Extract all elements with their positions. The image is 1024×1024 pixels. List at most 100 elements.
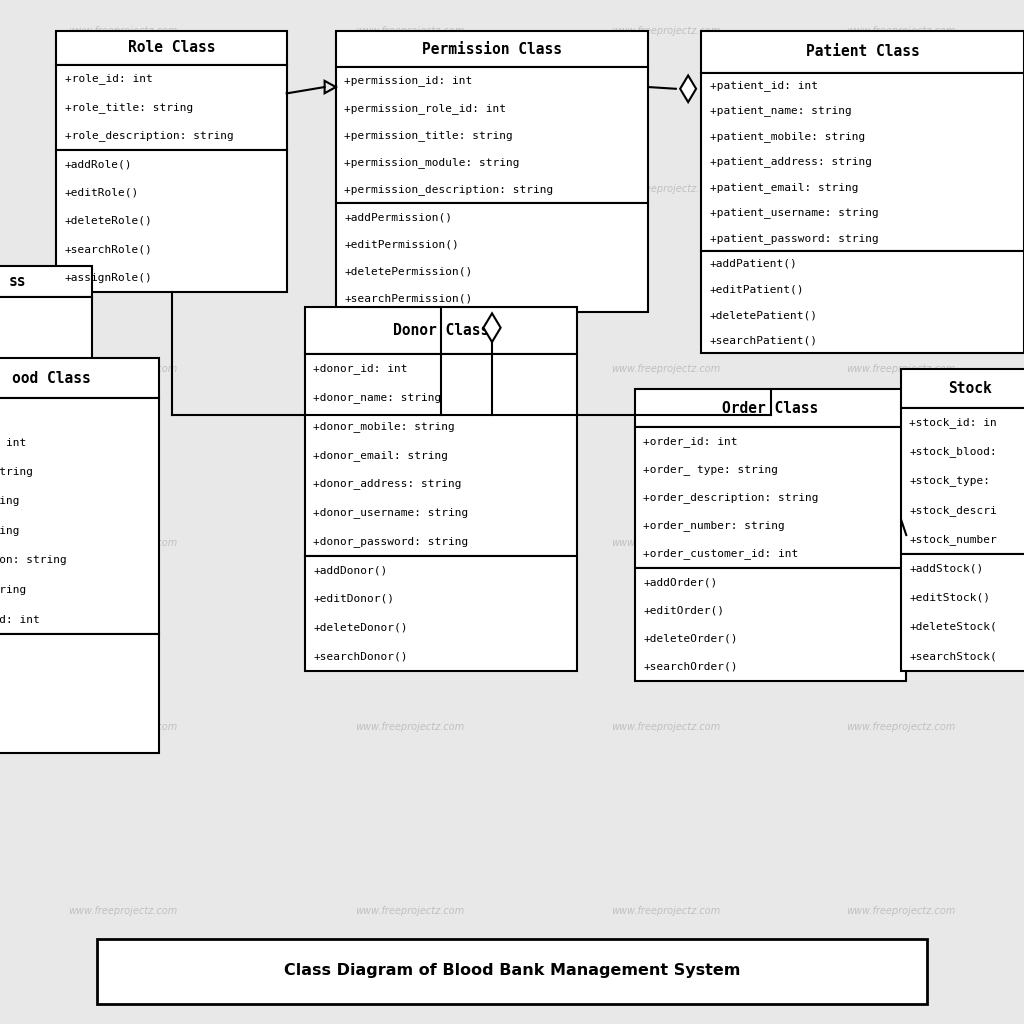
Text: +stock_id: in: +stock_id: in [909,417,997,428]
Text: +patient_email: string: +patient_email: string [710,182,858,193]
Text: +addDonor(): +addDonor() [313,565,388,575]
Text: www.freeprojectz.com: www.freeprojectz.com [69,906,177,916]
Text: Stock: Stock [948,381,992,395]
Bar [56,65,287,150]
Text: +permission_id: int: +permission_id: int [344,76,472,86]
Text: +donor_password: string: +donor_password: string [313,536,469,547]
Bar [0,634,159,753]
Text: ood Class: ood Class [12,371,90,386]
Text: www.freeprojectz.com: www.freeprojectz.com [69,26,177,36]
Text: +order_number: string: +order_number: string [643,520,784,531]
Bar [0,358,159,397]
Bar [635,427,906,568]
Text: lls: string: lls: string [0,585,27,595]
Text: www.freeprojectz.com: www.freeprojectz.com [355,364,464,374]
Bar [305,307,577,354]
Text: +stock_type:: +stock_type: [909,475,990,486]
Text: +searchStock(: +searchStock( [909,651,997,662]
Text: Donor Class: Donor Class [393,324,488,338]
Text: +addPatient(): +addPatient() [710,259,798,269]
Text: www.freeprojectz.com: www.freeprojectz.com [611,538,720,548]
Bar [901,554,1024,671]
Text: www.freeprojectz.com: www.freeprojectz.com [611,364,720,374]
Bar [701,73,1024,251]
Bar [635,389,906,427]
Text: +deleteDonor(): +deleteDonor() [313,623,408,633]
Bar [305,556,577,671]
Text: Role Class: Role Class [128,40,215,55]
Polygon shape [680,76,696,102]
Text: Patient Class: Patient Class [806,44,920,59]
Text: www.freeprojectz.com: www.freeprojectz.com [847,364,955,374]
Text: +searchPatient(): +searchPatient() [710,336,817,345]
Text: +deletePermission(): +deletePermission() [344,266,472,276]
Text: +deletePatient(): +deletePatient() [710,310,817,321]
Text: roup: string: roup: string [0,467,33,477]
Text: www.freeprojectz.com: www.freeprojectz.com [847,538,955,548]
Text: +stock_descri: +stock_descri [909,505,997,515]
Text: pe: string: pe: string [0,497,19,506]
Text: +editDonor(): +editDonor() [313,594,394,604]
Text: +editPermission(): +editPermission() [344,240,459,249]
Text: +permission_module: string: +permission_module: string [344,157,519,168]
Bar [336,204,648,312]
Bar [901,408,1024,554]
Text: +patient_mobile: string: +patient_mobile: string [710,131,865,142]
Text: www.freeprojectz.com: www.freeprojectz.com [355,26,464,36]
Text: Class Diagram of Blood Bank Management System: Class Diagram of Blood Bank Management S… [284,964,740,978]
Text: +patient_address: string: +patient_address: string [710,157,871,167]
Bar [56,31,287,65]
Text: www.freeprojectz.com: www.freeprojectz.com [355,722,464,732]
Text: +donor_name: string: +donor_name: string [313,392,441,403]
Text: +deleteStock(: +deleteStock( [909,622,997,632]
Text: Permission Class: Permission Class [422,42,562,56]
Text: www.freeprojectz.com: www.freeprojectz.com [611,184,720,195]
Text: +donor_mobile: string: +donor_mobile: string [313,421,455,432]
Text: www.freeprojectz.com: www.freeprojectz.com [69,184,177,195]
Text: www.freeprojectz.com: www.freeprojectz.com [69,722,177,732]
Text: +patient_name: string: +patient_name: string [710,105,851,117]
Text: +permission_title: string: +permission_title: string [344,130,513,141]
Text: tient_id: int: tient_id: int [0,614,40,625]
Text: +order_customer_id: int: +order_customer_id: int [643,549,799,559]
Text: +searchPermission(): +searchPermission() [344,294,472,304]
Text: +stock_number: +stock_number [909,534,997,545]
Text: www.freeprojectz.com: www.freeprojectz.com [611,906,720,916]
Text: www.freeprojectz.com: www.freeprojectz.com [611,26,720,36]
Bar [336,31,648,68]
Text: +stock_blood:: +stock_blood: [909,446,997,457]
Text: www.freeprojectz.com: www.freeprojectz.com [611,722,720,732]
Text: +donor_email: string: +donor_email: string [313,450,449,461]
Bar [336,68,648,204]
Text: +permission_description: string: +permission_description: string [344,184,553,196]
Text: +searchDonor(): +searchDonor() [313,651,408,662]
Text: +patient_id: int: +patient_id: int [710,80,817,91]
Text: ner_id: int: ner_id: int [0,436,27,447]
Text: www.freeprojectz.com: www.freeprojectz.com [355,184,464,195]
Text: +patient_password: string: +patient_password: string [710,233,879,244]
Bar [0,266,92,297]
Text: +assignRole(): +assignRole() [65,272,153,283]
Text: +addPermission(): +addPermission() [344,212,452,222]
Bar [701,251,1024,353]
Text: +editStock(): +editStock() [909,593,990,603]
Bar [701,31,1024,73]
Bar [635,568,906,681]
Text: +permission_role_id: int: +permission_role_id: int [344,102,506,114]
Text: +role_id: int: +role_id: int [65,74,153,84]
Bar [0,397,159,634]
Bar [97,939,927,1004]
Text: +editOrder(): +editOrder() [643,605,724,615]
Text: nk: string: nk: string [0,526,19,536]
Text: www.freeprojectz.com: www.freeprojectz.com [847,26,955,36]
Text: +addRole(): +addRole() [65,159,132,169]
Text: +order_ type: string: +order_ type: string [643,464,778,475]
Text: ss: ss [9,274,27,289]
Text: +deleteRole(): +deleteRole() [65,216,153,226]
Text: +donor_username: string: +donor_username: string [313,507,469,518]
Text: +editRole(): +editRole() [65,187,139,198]
Text: +role_title: string: +role_title: string [65,101,193,113]
Text: +donor_address: string: +donor_address: string [313,478,462,489]
Polygon shape [483,313,501,342]
Bar [56,150,287,292]
